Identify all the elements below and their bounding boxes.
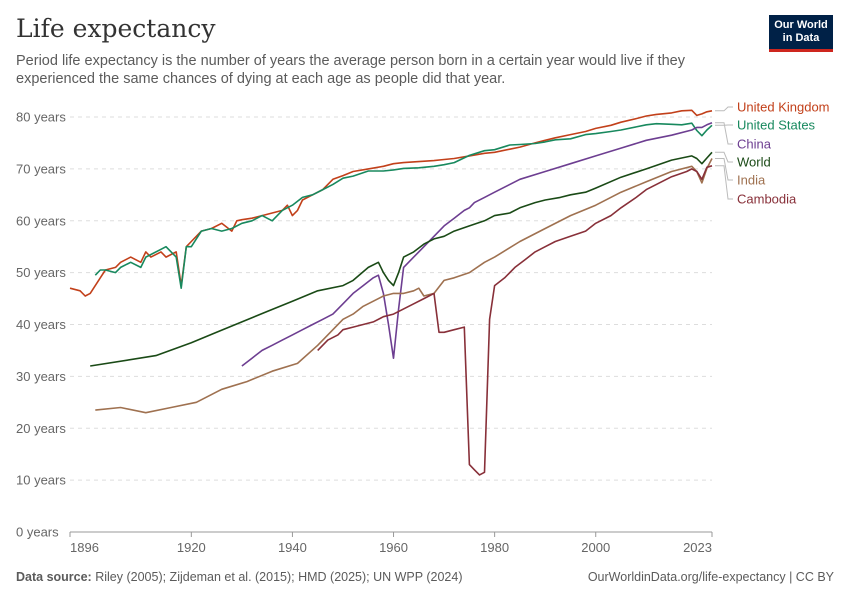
legend-connector-cambodia (715, 165, 733, 200)
x-tick-label: 1920 (177, 540, 206, 555)
x-tick-label: 1980 (480, 540, 509, 555)
legend-label-cambodia[interactable]: Cambodia (737, 192, 797, 207)
y-tick-label: 80 years (16, 110, 66, 125)
legend-connector-china (715, 122, 733, 145)
legend-label-india[interactable]: India (737, 173, 766, 188)
series-line-india[interactable] (95, 158, 713, 414)
y-tick-label: 10 years (16, 473, 66, 488)
x-axis-ticks: 1896 1920 1940 1960 1980 2000 2023 (69, 532, 713, 555)
legend-connector-united-kingdom (715, 106, 733, 112)
y-tick-label: 60 years (16, 213, 66, 228)
x-tick-label: 2023 (683, 540, 712, 555)
y-tick-label: 40 years (16, 317, 66, 332)
y-tick-label: 50 years (16, 265, 66, 280)
series-line-united-states[interactable] (94, 122, 713, 290)
series-lines (69, 109, 713, 476)
grid-lines (70, 116, 712, 533)
series-line-cambodia[interactable] (317, 165, 713, 476)
footer-url[interactable]: OurWorldinData.org/life-expectancy | CC … (587, 570, 834, 584)
legend-label-world[interactable]: World (737, 155, 771, 170)
legend-label-united-kingdom[interactable]: United Kingdom (737, 100, 830, 115)
chart-title: Life expectancy (16, 14, 216, 43)
x-tick-label: 1896 (70, 540, 99, 555)
logo-line-2: in Data (782, 32, 820, 44)
legend-label-united-states[interactable]: United States (737, 118, 816, 133)
y-tick-label: 70 years (16, 161, 66, 176)
chart-subtitle: Period life expectancy is the number of … (16, 53, 685, 87)
legend-connector-india (715, 158, 733, 181)
x-tick-label: 2000 (581, 540, 610, 555)
source-text[interactable]: Riley (2005); Zijdeman et al. (2015); HM… (95, 570, 463, 584)
legend-label-china[interactable]: China (737, 137, 772, 152)
x-tick-label: 1960 (379, 540, 408, 555)
y-tick-label: 30 years (16, 369, 66, 384)
series-line-united-kingdom[interactable] (69, 109, 713, 297)
y-tick-label: 0 years (16, 525, 59, 540)
source-label: Data source: (16, 570, 92, 584)
owid-logo[interactable]: Our World in Data (769, 15, 833, 52)
series-line-china[interactable] (241, 121, 713, 367)
y-tick-label: 20 years (16, 421, 66, 436)
x-tick-label: 1940 (278, 540, 307, 555)
legend: United Kingdom United States China World Ind… (715, 100, 830, 207)
legend-connector-world (715, 151, 733, 163)
series-line-world[interactable] (90, 151, 713, 367)
y-axis-ticks: 0 years 10 years 20 years 30 years 40 years 5… (16, 110, 66, 540)
footer-source: Data source: Riley (2005); Zijdeman et a… (16, 570, 463, 584)
logo-line-1: Our World (774, 19, 828, 31)
